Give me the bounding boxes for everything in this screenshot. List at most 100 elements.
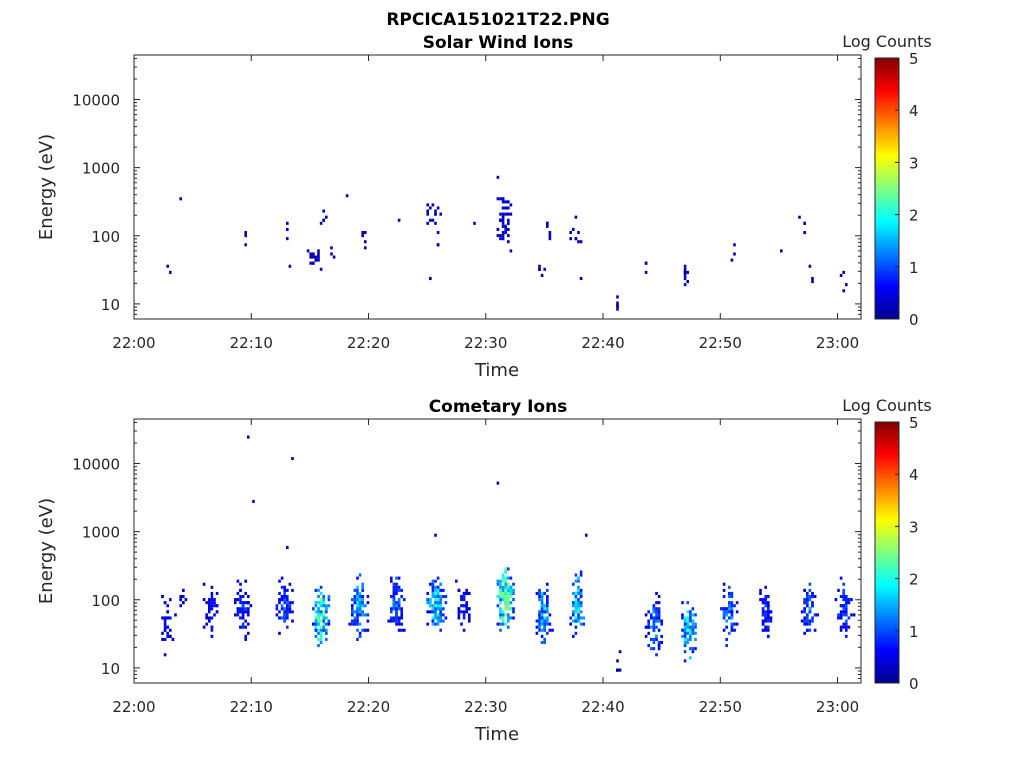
- heatmap-cell: [314, 255, 318, 259]
- heatmap-cell: [356, 610, 359, 614]
- heatmap-cell: [803, 588, 806, 592]
- heatmap-cell: [577, 610, 580, 614]
- heatmap-cell: [392, 585, 396, 589]
- heatmap-cell: [504, 613, 507, 617]
- heatmap-cell: [499, 582, 502, 586]
- heatmap-cell: [457, 613, 461, 617]
- heatmap-cell: [395, 591, 398, 595]
- heatmap-cell: [283, 585, 286, 589]
- heatmap-cell: [286, 610, 289, 614]
- heatmap-cell: [280, 576, 284, 580]
- heatmap-cell: [392, 582, 396, 586]
- heatmap-cell: [618, 668, 622, 672]
- heatmap-cell: [322, 619, 325, 623]
- heatmap-cell: [392, 607, 396, 611]
- heatmap-cell: [845, 625, 848, 629]
- heatmap-cell: [319, 604, 323, 608]
- heatmap-cell: [163, 619, 167, 623]
- heatmap-cell: [436, 243, 440, 247]
- heatmap-cell: [436, 622, 440, 626]
- heatmap-cell: [683, 637, 687, 641]
- y-axis-label: Energy (eV): [36, 498, 57, 604]
- heatmap-cell: [330, 252, 333, 256]
- heatmap-cell: [655, 653, 658, 657]
- heatmap-cell: [429, 276, 432, 281]
- heatmap-cell: [244, 243, 247, 247]
- heatmap-cell: [845, 598, 848, 602]
- heatmap-cell: [392, 604, 396, 608]
- heatmap-cell: [504, 230, 507, 235]
- colorbar-tick-label: 2: [909, 571, 919, 589]
- heatmap-cell: [585, 533, 588, 537]
- heatmap-cell: [499, 610, 502, 614]
- heatmap-cell: [239, 625, 242, 629]
- heatmap-cell: [764, 628, 767, 632]
- heatmap-cell: [543, 591, 546, 595]
- heatmap-cell: [761, 628, 765, 632]
- heatmap-cell: [577, 607, 580, 611]
- heatmap-cell: [210, 616, 214, 620]
- heatmap-cell: [837, 616, 840, 620]
- heatmap-cell: [244, 634, 247, 638]
- colorbar-ticks: 0 1 2 3 4 5: [895, 50, 919, 329]
- heatmap-cell: [426, 203, 429, 207]
- heatmap-cell: [813, 613, 817, 617]
- heatmap-cell: [358, 613, 362, 617]
- heatmap-cell: [725, 637, 728, 641]
- heatmap-cell: [507, 601, 510, 605]
- heatmap-cell: [808, 588, 812, 592]
- heatmap-cell: [455, 579, 458, 583]
- heatmap-cell: [540, 604, 544, 608]
- heatmap-cell: [462, 613, 466, 617]
- heatmap-cell: [327, 598, 331, 602]
- heatmap-cell: [426, 221, 429, 225]
- heatmap-cell: [535, 631, 539, 635]
- heatmap-cell: [319, 598, 323, 602]
- heatmap-cell: [465, 588, 468, 592]
- heatmap-cell: [845, 594, 848, 599]
- heatmap-cell: [722, 628, 726, 632]
- heatmap-cell: [317, 628, 320, 632]
- heatmap-cell: [652, 625, 656, 629]
- heatmap-cell: [202, 625, 206, 629]
- heatmap-cell: [395, 616, 398, 620]
- heatmap-cell: [548, 628, 552, 632]
- heatmap-cell: [286, 588, 289, 592]
- heatmap-cell: [208, 619, 211, 623]
- heatmap-cell: [215, 604, 219, 608]
- heatmap-cell: [694, 631, 697, 635]
- heatmap-cell: [436, 591, 440, 595]
- heatmap-cell: [353, 598, 357, 602]
- heatmap-cell: [496, 197, 500, 201]
- heatmap-cell: [236, 607, 240, 611]
- heatmap-cell: [325, 616, 328, 620]
- heatmap-cell: [652, 640, 656, 645]
- colorbar-tick-label: 2: [909, 207, 919, 225]
- colorbar-tick-label: 3: [909, 154, 919, 172]
- heatmap-cell: [397, 622, 401, 626]
- heatmap-cell: [683, 276, 687, 281]
- x-tick-label: 22:30: [464, 698, 507, 716]
- heatmap-cell: [683, 640, 687, 645]
- heatmap-cell: [213, 604, 216, 608]
- heatmap-cell: [509, 249, 513, 253]
- heatmap-cell: [501, 206, 505, 210]
- heatmap-cell: [657, 616, 661, 620]
- heatmap-cell: [572, 634, 575, 638]
- heatmap-cell: [501, 598, 505, 602]
- heatmap-cell: [764, 601, 767, 605]
- heatmap-cell: [507, 598, 510, 602]
- heatmap-cell: [283, 591, 286, 595]
- heatmap-cell: [444, 594, 448, 599]
- heatmap-cell: [501, 215, 505, 219]
- heatmap-cell: [616, 659, 619, 663]
- heatmap-cell: [400, 594, 403, 599]
- heatmap-cell: [686, 622, 689, 626]
- heatmap-cell: [496, 579, 500, 583]
- heatmap-cell: [733, 604, 736, 608]
- heatmap-cell: [366, 613, 370, 617]
- colorbar: 0 1 2 3 4 5 Log Counts: [842, 32, 932, 329]
- heatmap-cell: [767, 610, 770, 614]
- heatmap-cell: [460, 598, 463, 602]
